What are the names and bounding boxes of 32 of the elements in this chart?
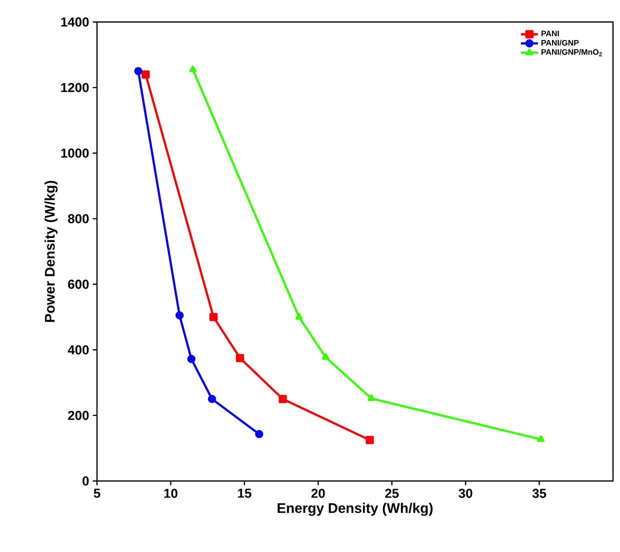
point: [278, 394, 287, 404]
x-tick-label: 15: [238, 488, 252, 498]
y-axis-title: Power Density (W/kg): [44, 180, 58, 322]
point: [322, 352, 330, 360]
point: [208, 394, 216, 404]
y-tick-label: 400: [68, 345, 89, 354]
x-tick-label: 30: [458, 488, 472, 498]
point: [366, 436, 374, 444]
point: [255, 430, 264, 438]
x-tick-label: 20: [311, 488, 325, 498]
y-tick-label: 1200: [61, 82, 89, 92]
point: [175, 311, 184, 320]
point: [295, 312, 303, 320]
point: [189, 65, 197, 72]
point: [142, 70, 150, 79]
point: [236, 354, 244, 362]
y-tick-label: 600: [68, 280, 89, 289]
y-tick-label: 0: [82, 476, 89, 486]
point: [537, 435, 544, 442]
point: [209, 312, 218, 322]
y-tick-label: 200: [68, 410, 89, 420]
x-tick-label: 25: [385, 488, 399, 498]
x-axis-title: Energy Density (Wh/kg): [278, 502, 433, 516]
x-tick-label: 5: [94, 488, 100, 498]
point: [368, 394, 375, 401]
y-tick-label: 1000: [61, 148, 89, 158]
x-tick-label: 10: [164, 488, 178, 498]
point: [134, 67, 142, 76]
y-tick-label: 800: [68, 214, 89, 224]
point: [187, 354, 196, 364]
x-tick-label: 35: [532, 488, 546, 498]
y-tick-label: 1400: [61, 17, 89, 27]
